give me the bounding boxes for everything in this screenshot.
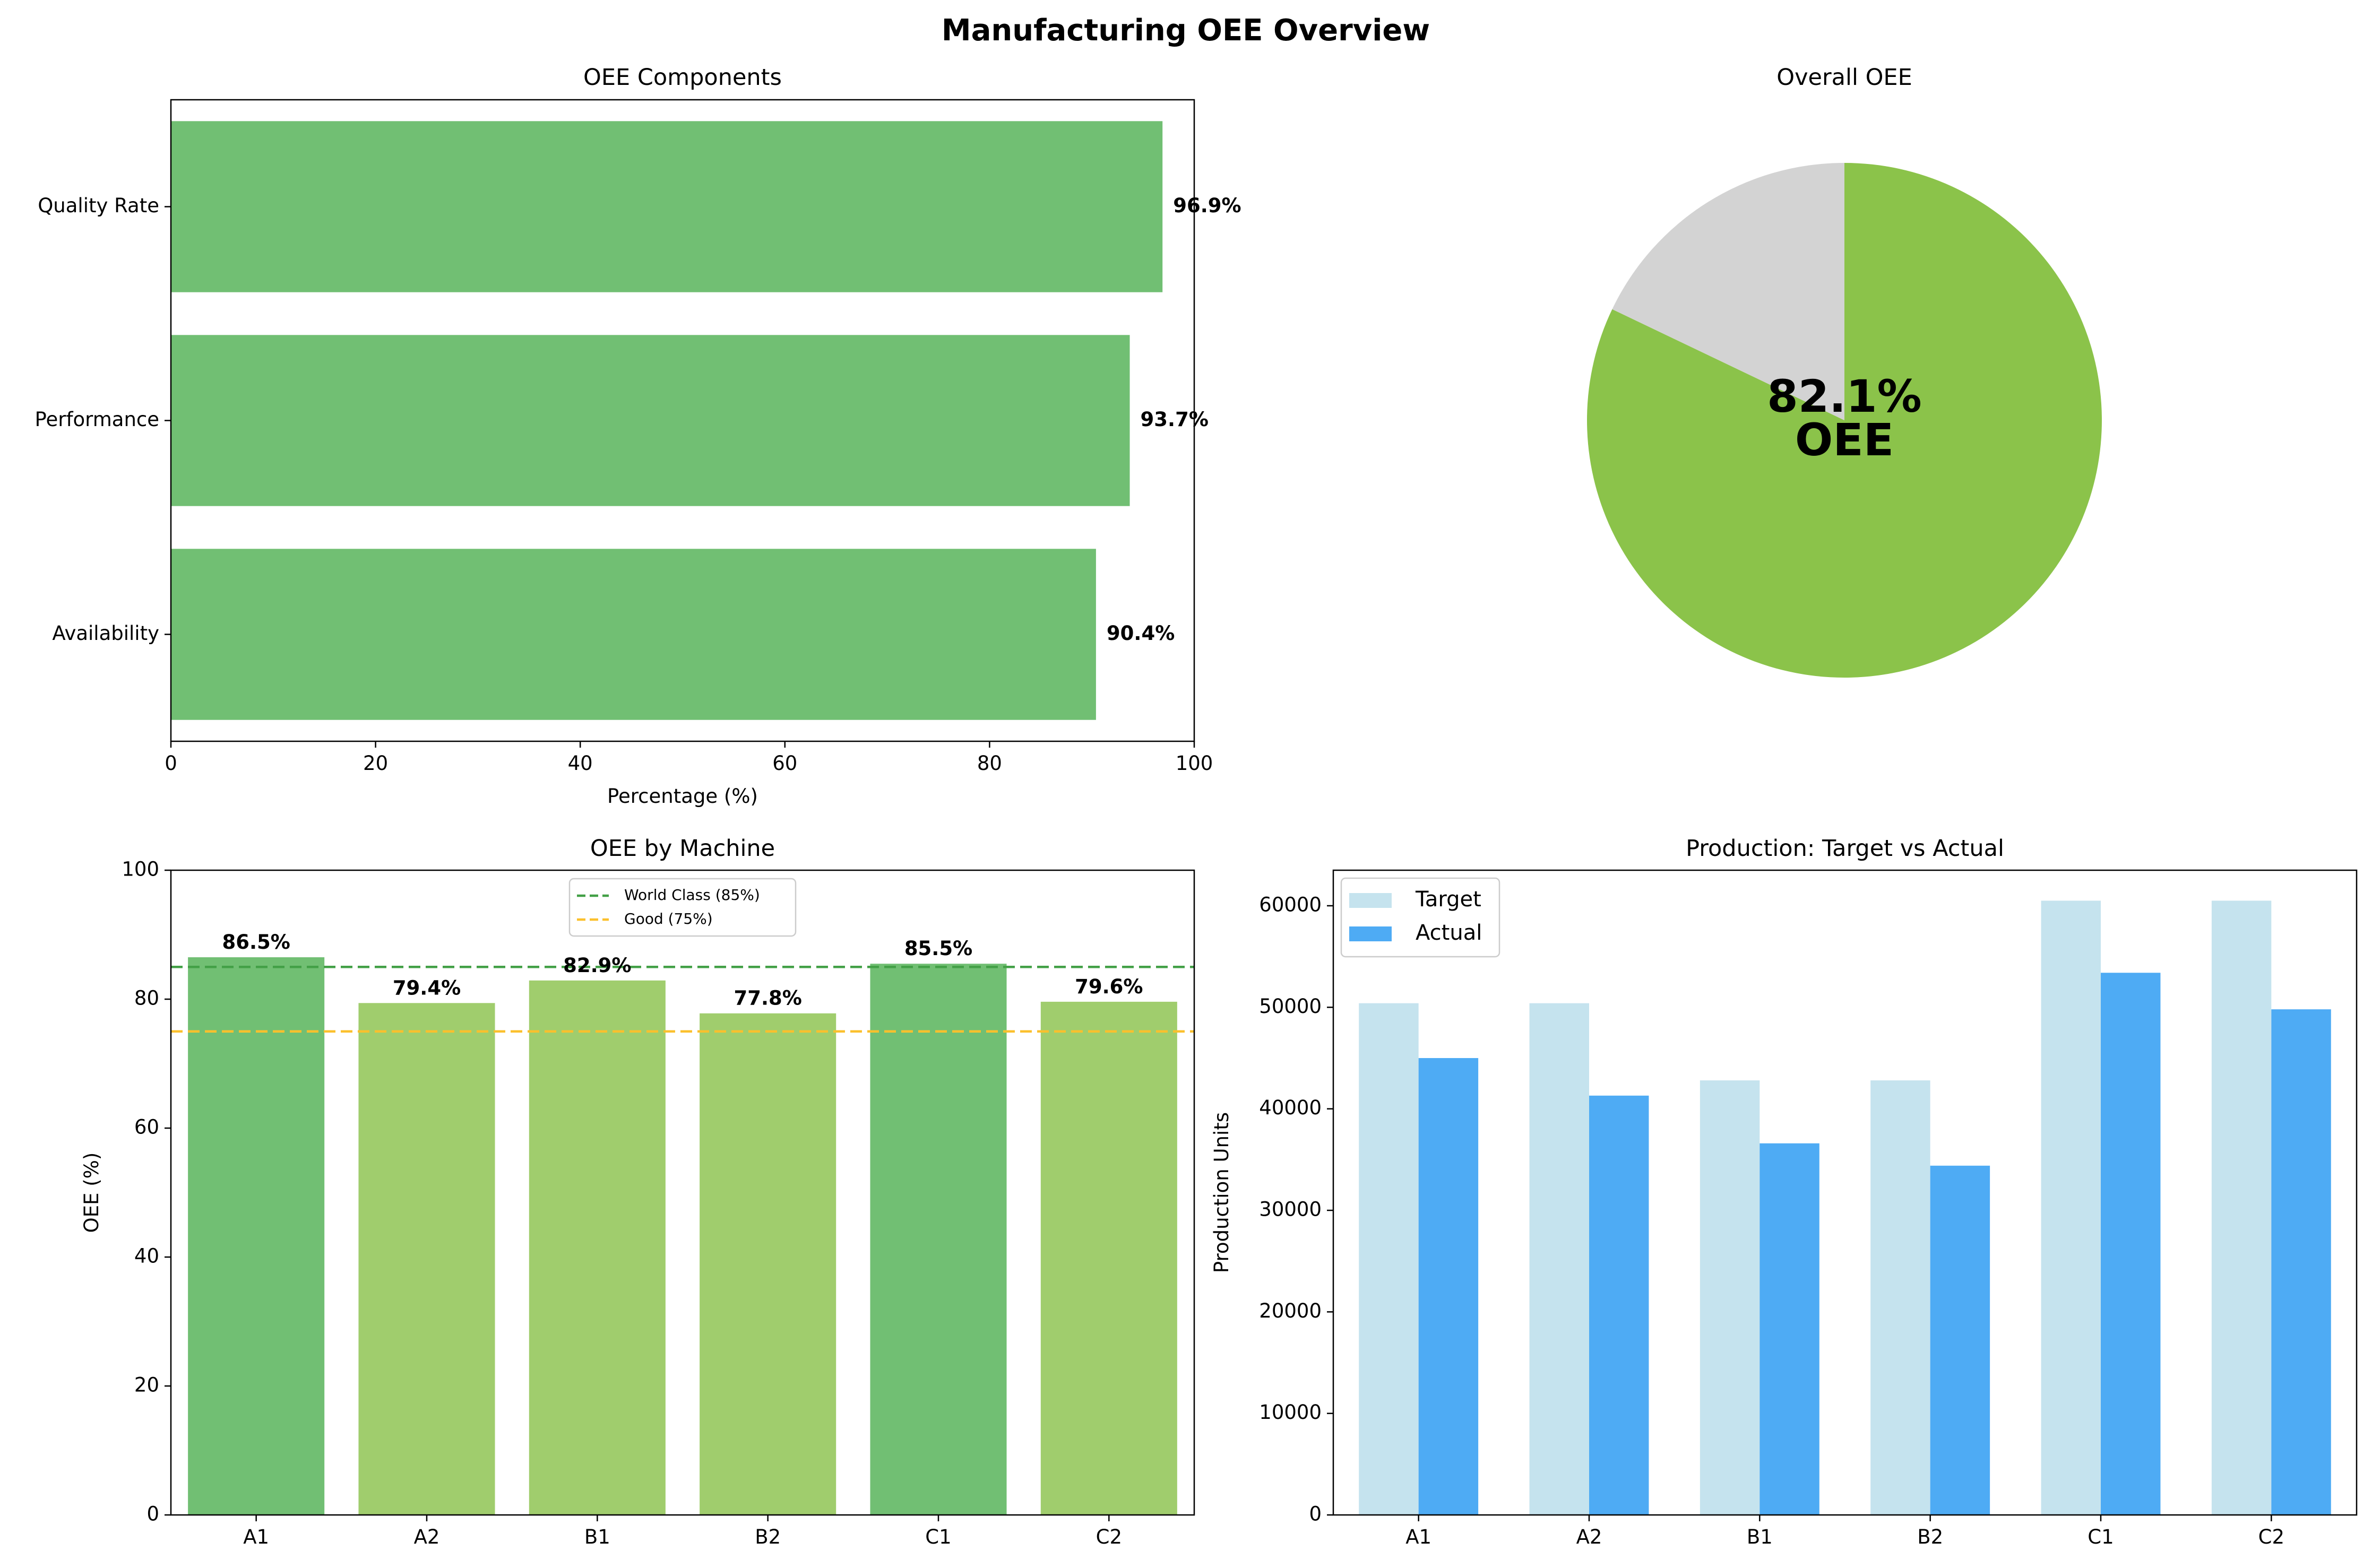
y-tick-label: 60000 <box>1259 893 1322 916</box>
legend-label: Good (75%) <box>624 910 713 928</box>
bar-actual-b1 <box>1759 1143 1819 1515</box>
bar-a1 <box>188 957 325 1515</box>
bar-actual-c2 <box>2271 1009 2331 1515</box>
legend-label: Target <box>1415 887 1481 912</box>
bar-target-c1 <box>2041 900 2101 1515</box>
legend-label: World Class (85%) <box>624 886 760 904</box>
pie-slice-remainder <box>1612 163 1844 420</box>
x-axis-label: Percentage (%) <box>607 785 758 808</box>
y-tick-label: 100 <box>122 858 159 881</box>
bar-performance <box>171 335 1130 506</box>
y-tick-label: 40000 <box>1259 1096 1322 1119</box>
y-tick-label: 20000 <box>1259 1300 1322 1322</box>
chart-title: Overall OEE <box>1776 64 1912 91</box>
y-tick-label: 50000 <box>1259 995 1322 1018</box>
y-tick-label: 0 <box>146 1503 159 1526</box>
x-tick-label: A1 <box>243 1526 269 1548</box>
oee-by-machine-chart: OEE by Machine 86.5% A1 79.4% A2 82.9% B1 77.8%… <box>80 835 1195 1548</box>
legend-swatch <box>1349 893 1392 908</box>
y-tick-label: 60 <box>134 1116 159 1139</box>
y-tick-label: 10000 <box>1259 1401 1322 1424</box>
bar-quality-rate <box>171 121 1163 292</box>
legend-box <box>568 878 797 937</box>
x-tick-label: 0 <box>165 752 177 775</box>
y-axis-label: Production Units <box>1210 1112 1233 1273</box>
pie-center-caption: OEE <box>1795 414 1894 466</box>
x-tick-label: 60 <box>772 752 797 775</box>
bar-target-b1 <box>1700 1080 1760 1515</box>
bar-c1 <box>870 964 1007 1515</box>
y-axis-label: OEE (%) <box>80 1153 103 1233</box>
bar-a2 <box>358 1003 495 1515</box>
bar-actual-a1 <box>1418 1058 1479 1515</box>
bar-actual-c1 <box>2101 973 2161 1515</box>
x-tick-label: B2 <box>1917 1526 1943 1548</box>
pie-center-value: 82.1% <box>1767 370 1921 422</box>
x-tick-label: A2 <box>414 1526 440 1548</box>
bar-actual-b2 <box>1930 1165 1990 1515</box>
bar-b2 <box>700 1013 836 1515</box>
y-tick-label: 20 <box>134 1374 159 1397</box>
chart-title: OEE by Machine <box>590 835 775 862</box>
data-label: 79.6% <box>1075 975 1143 998</box>
x-tick-label: C1 <box>2088 1526 2114 1548</box>
x-tick-label: 20 <box>363 752 388 775</box>
x-tick-label: 80 <box>977 752 1002 775</box>
y-tick-label: Availability <box>52 622 159 645</box>
oee-components-chart: OEE Components 90.4% Availability 93.7% Perf… <box>35 64 1241 808</box>
bar-target-b2 <box>1870 1080 1930 1515</box>
bar-availability <box>171 549 1096 720</box>
x-tick-label: 100 <box>1176 752 1213 775</box>
y-tick-label: Quality Rate <box>38 194 159 217</box>
plot-frame <box>170 869 1195 1516</box>
data-label: 90.4% <box>1107 622 1175 645</box>
data-label: 85.5% <box>904 937 972 960</box>
x-tick-label: C2 <box>2258 1526 2284 1548</box>
data-label: 82.9% <box>563 954 631 977</box>
y-tick-label: Performance <box>35 408 159 431</box>
legend-label: Actual <box>1416 921 1482 945</box>
production-target-vs-actual-chart: Production: Target vs Actual A1 A2 B1 B2 C1 C2… <box>1210 835 2358 1548</box>
bar-target-c2 <box>2211 900 2272 1515</box>
data-label: 93.7% <box>1141 408 1209 431</box>
plot-frame <box>1332 869 2358 1516</box>
bar-target-a2 <box>1529 1003 1589 1515</box>
x-tick-label: 40 <box>568 752 593 775</box>
chart-title: OEE Components <box>583 64 782 91</box>
x-tick-label: B1 <box>584 1526 610 1548</box>
bar-target-a1 <box>1359 1003 1419 1515</box>
x-tick-label: C2 <box>1096 1526 1122 1548</box>
y-tick-label: 30000 <box>1259 1198 1322 1220</box>
legend: Target Actual <box>1340 877 1500 958</box>
bar-c2 <box>1040 1001 1177 1515</box>
pie-slice-oee <box>1587 163 2102 678</box>
bar-actual-a2 <box>1589 1095 1649 1515</box>
chart-title: Production: Target vs Actual <box>1686 835 2004 862</box>
overall-oee-pie-chart: Overall OEE 82.1%OEE <box>1587 64 2102 678</box>
data-label: 79.4% <box>393 976 461 999</box>
data-label: 96.9% <box>1173 194 1241 217</box>
plot-frame <box>170 99 1195 742</box>
legend: World Class (85%) Good (75%) <box>568 878 797 937</box>
figure-title: Manufacturing OEE Overview <box>942 13 1430 48</box>
bar-b1 <box>529 980 666 1515</box>
data-label: 86.5% <box>222 931 290 954</box>
x-tick-label: B1 <box>1747 1526 1773 1548</box>
data-label: 77.8% <box>734 987 801 1010</box>
y-tick-label: 0 <box>1309 1503 1322 1526</box>
x-tick-label: A2 <box>1576 1526 1602 1548</box>
y-tick-label: 80 <box>134 987 159 1010</box>
legend-swatch <box>1349 926 1392 941</box>
x-tick-label: A1 <box>1405 1526 1431 1548</box>
x-tick-label: C1 <box>925 1526 951 1548</box>
y-tick-label: 40 <box>134 1245 159 1268</box>
x-tick-label: B2 <box>755 1526 781 1548</box>
